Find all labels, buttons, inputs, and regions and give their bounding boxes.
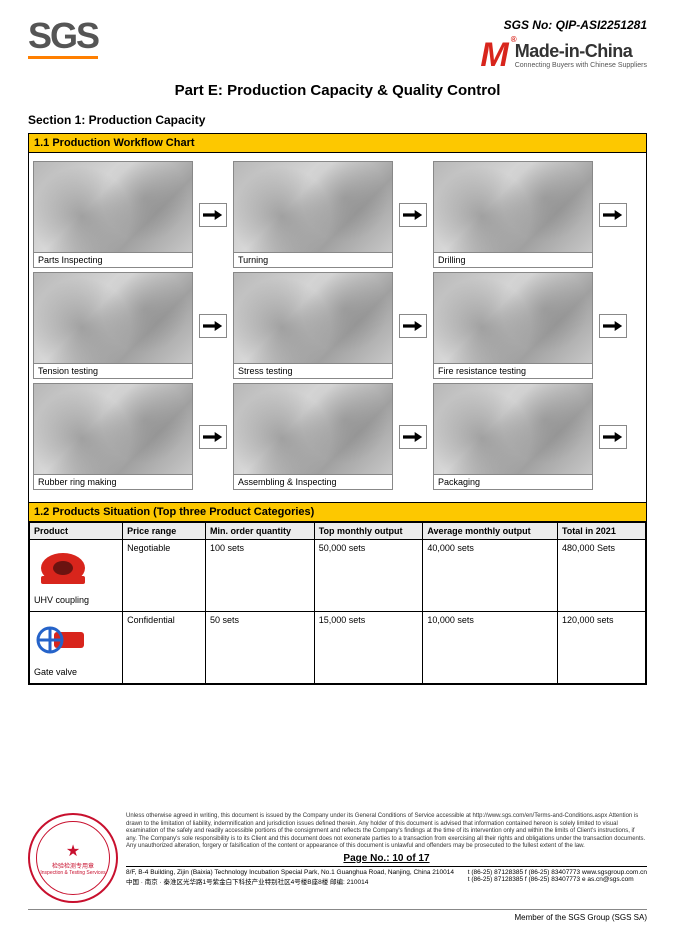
- table-cell: 100 sets: [205, 540, 314, 612]
- stamp-text-en: Inspection & Testing Services: [40, 870, 105, 876]
- disclaimer-text: Unless otherwise agreed in writing, this…: [126, 813, 647, 851]
- workflow-step: Drilling: [433, 161, 593, 268]
- table-row: UHV coupling Negotiable100 sets50,000 set…: [30, 540, 646, 612]
- product-cell: Gate valve: [30, 612, 123, 684]
- content-box: 1.1 Production Workflow Chart Parts Insp…: [28, 133, 647, 685]
- table-cell: 40,000 sets: [423, 540, 558, 612]
- workflow-photo: [234, 162, 392, 252]
- arrow-icon: [599, 425, 627, 449]
- document-header: SGS SGS No: QIP-ASI2251281 M Made-in-Chi…: [28, 18, 647, 72]
- workflow-label: Parts Inspecting: [34, 252, 192, 267]
- table-row: Gate valve Confidential50 sets15,000 sets…: [30, 612, 646, 684]
- stamp-text-cn: 检验检测专用章: [52, 861, 94, 870]
- workflow-step: Packaging: [433, 383, 593, 490]
- workflow-step: Rubber ring making: [33, 383, 193, 490]
- workflow-photo: [234, 273, 392, 363]
- member-line: Member of the SGS Group (SGS SA): [28, 909, 647, 922]
- workflow-header: 1.1 Production Workflow Chart: [29, 134, 646, 153]
- workflow-label: Stress testing: [234, 363, 392, 378]
- table-cell: 120,000 sets: [557, 612, 645, 684]
- table-cell: Negotiable: [123, 540, 206, 612]
- arrow-icon: [599, 203, 627, 227]
- table-header: Average monthly output: [423, 523, 558, 540]
- table-cell: 15,000 sets: [314, 612, 423, 684]
- workflow-step: Tension testing: [33, 272, 193, 379]
- workflow-photo: [434, 273, 592, 363]
- mic-brand-name: Made-in-China: [515, 41, 647, 62]
- table-header: Top monthly output: [314, 523, 423, 540]
- products-table: ProductPrice rangeMin. order quantityTop…: [29, 522, 646, 684]
- table-cell: Confidential: [123, 612, 206, 684]
- workflow-label: Turning: [234, 252, 392, 267]
- workflow-label: Rubber ring making: [34, 474, 192, 489]
- workflow-step: Turning: [233, 161, 393, 268]
- table-header: Min. order quantity: [205, 523, 314, 540]
- mic-m-icon: M: [480, 38, 508, 72]
- workflow-photo: [234, 384, 392, 474]
- workflow-label: Packaging: [434, 474, 592, 489]
- workflow-label: Assembling & Inspecting: [234, 474, 392, 489]
- part-title: Part E: Production Capacity & Quality Co…: [28, 82, 647, 99]
- arrow-icon: [399, 203, 427, 227]
- workflow-chart: Parts Inspecting Turning Drilling Tension t…: [29, 153, 646, 502]
- product-name: Gate valve: [34, 667, 118, 677]
- product-name: UHV coupling: [34, 595, 118, 605]
- workflow-step: Assembling & Inspecting: [233, 383, 393, 490]
- table-cell: 480,000 Sets: [557, 540, 645, 612]
- arrow-icon: [399, 314, 427, 338]
- arrow-icon: [199, 314, 227, 338]
- mic-tagline: Connecting Buyers with Chinese Suppliers: [515, 62, 647, 69]
- arrow-icon: [599, 314, 627, 338]
- product-image: [34, 615, 92, 665]
- workflow-step: Parts Inspecting: [33, 161, 193, 268]
- workflow-photo: [434, 162, 592, 252]
- workflow-photo: [34, 162, 192, 252]
- workflow-label: Tension testing: [34, 363, 192, 378]
- table-cell: 50,000 sets: [314, 540, 423, 612]
- workflow-photo: [434, 384, 592, 474]
- table-cell: 10,000 sets: [423, 612, 558, 684]
- sgs-logo: SGS: [28, 18, 98, 59]
- table-cell: 50 sets: [205, 612, 314, 684]
- address-en: 8/F, B-4 Building, Zijin (Baixia) Techno…: [126, 869, 454, 876]
- page-number: Page No.: 10 of 17: [126, 853, 647, 864]
- workflow-photo: [34, 273, 192, 363]
- contact-line-2: t (86-25) 87128385 f (86-25) 83407773 e …: [468, 876, 647, 883]
- product-cell: UHV coupling: [30, 540, 123, 612]
- stamp-star-icon: ★: [66, 841, 80, 861]
- arrow-icon: [199, 203, 227, 227]
- product-image: [34, 543, 92, 593]
- table-header: Total in 2021: [557, 523, 645, 540]
- contact-line-1: t (86-25) 87128385 f (86-25) 83407773 ww…: [468, 869, 647, 876]
- arrow-icon: [199, 425, 227, 449]
- table-header: Product: [30, 523, 123, 540]
- workflow-photo: [34, 384, 192, 474]
- sgs-number: SGS No: QIP-ASI2251281: [480, 18, 647, 32]
- products-header: 1.2 Products Situation (Top three Produc…: [29, 502, 646, 522]
- address-block: 8/F, B-4 Building, Zijin (Baixia) Techno…: [126, 866, 647, 886]
- workflow-step: Stress testing: [233, 272, 393, 379]
- arrow-icon: [399, 425, 427, 449]
- section-title: Section 1: Production Capacity: [28, 113, 647, 127]
- workflow-label: Fire resistance testing: [434, 363, 592, 378]
- made-in-china-logo: M Made-in-China Connecting Buyers with C…: [480, 38, 647, 72]
- right-header-block: SGS No: QIP-ASI2251281 M Made-in-China C…: [480, 18, 647, 72]
- workflow-step: Fire resistance testing: [433, 272, 593, 379]
- sgs-stamp: ★ 检验检测专用章 Inspection & Testing Services: [28, 813, 118, 903]
- page-footer: ★ 检验检测专用章 Inspection & Testing Services …: [28, 813, 647, 922]
- table-header: Price range: [123, 523, 206, 540]
- workflow-label: Drilling: [434, 252, 592, 267]
- address-cn: 中国 · 南京 · 秦淮区光华路1号紫金白下科技产业特别社区4号楼B座8楼 邮编…: [126, 876, 454, 886]
